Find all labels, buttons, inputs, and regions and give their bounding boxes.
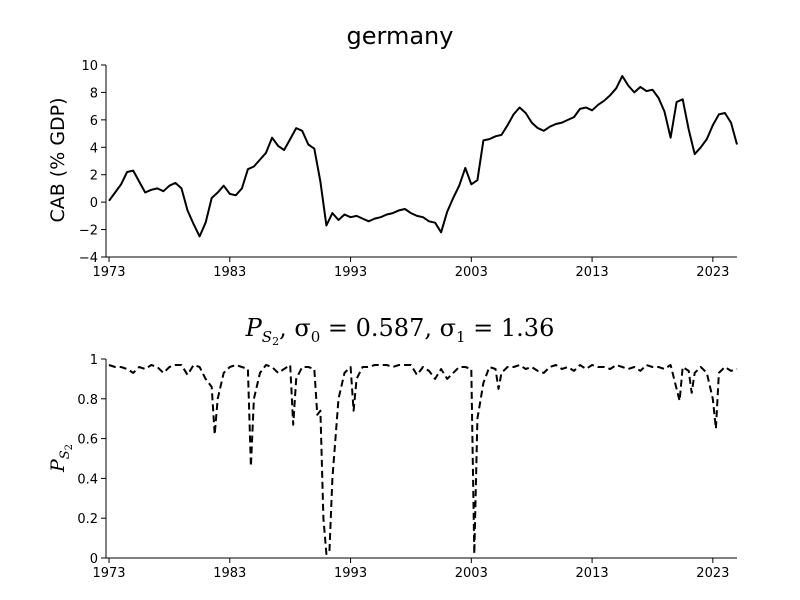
y-tick-label: 0.2 xyxy=(77,512,98,527)
title-subsub: 2 xyxy=(272,335,279,348)
y-tick-label: 6 xyxy=(90,114,98,129)
panel-probability: PS2, σ0 = 0.587, σ1 = 1.36 PS2 00.20.40.… xyxy=(47,314,738,581)
y-axis-label: CAB (% GDP) xyxy=(47,97,69,222)
x-tick-label: 1983 xyxy=(213,265,246,280)
ylabel-subsub: 2 xyxy=(64,444,75,450)
axes: 0 0.2 0.4 0.6 0.8 1 1973 1983 1993 2003 2013 2023 xyxy=(77,353,737,581)
series-line-cab xyxy=(108,75,738,238)
y-tick-label: −4 xyxy=(79,251,98,266)
x-tick-label: 1973 xyxy=(92,265,125,280)
chart-title: PS2, σ0 = 0.587, σ1 = 1.36 xyxy=(245,314,555,348)
y-tick-label: 0 xyxy=(90,552,98,567)
x-tick-label: 2013 xyxy=(576,566,609,581)
y-tick-label: 0.4 xyxy=(77,472,98,487)
x-tick-label: 1993 xyxy=(334,566,367,581)
x-tick-label: 1973 xyxy=(92,566,125,581)
x-tick-label: 1983 xyxy=(213,566,246,581)
title-sub: S xyxy=(262,328,272,346)
series-line-probability xyxy=(108,364,738,555)
y-tick-label: 8 xyxy=(90,86,98,101)
x-tick-label: 1993 xyxy=(334,265,367,280)
y-tick-label: 1 xyxy=(90,353,98,368)
y-tick-label: 4 xyxy=(90,141,98,156)
x-tick-label: 2003 xyxy=(455,566,488,581)
title-eq0: = 0.587, σ xyxy=(320,314,456,342)
series-layer xyxy=(108,75,738,238)
chart-title: germany xyxy=(347,22,454,50)
y-tick-label: 10 xyxy=(81,59,98,74)
x-tick-label: 2003 xyxy=(455,265,488,280)
y-tick-label: 0 xyxy=(90,196,98,211)
y-tick-label: 0.8 xyxy=(77,393,98,408)
x-tick-label: 2023 xyxy=(696,566,729,581)
title-rest: , σ xyxy=(279,314,311,342)
title-p: P xyxy=(245,314,263,342)
y-tick-label: 0.6 xyxy=(77,433,98,448)
title-eq1: = 1.36 xyxy=(466,314,555,342)
x-tick-label: 2013 xyxy=(576,265,609,280)
title-s0sub: 0 xyxy=(311,328,321,346)
ylabel-sub: S xyxy=(58,450,73,459)
x-tick-label: 2023 xyxy=(696,265,729,280)
panel-germany-cab: germany CAB (% GDP) −4 −2 0 2 4 6 8 10 1973 1983 1… xyxy=(47,22,738,280)
title-s1sub: 1 xyxy=(456,328,466,346)
axes: −4 −2 0 2 4 6 8 10 1973 1983 1993 2003 2013 2023 xyxy=(79,59,737,280)
y-tick-label: 2 xyxy=(90,169,98,184)
y-axis-label: PS2 xyxy=(47,444,75,473)
series-layer xyxy=(108,364,738,555)
ylabel-p: P xyxy=(47,458,69,473)
y-tick-label: −2 xyxy=(79,224,98,239)
